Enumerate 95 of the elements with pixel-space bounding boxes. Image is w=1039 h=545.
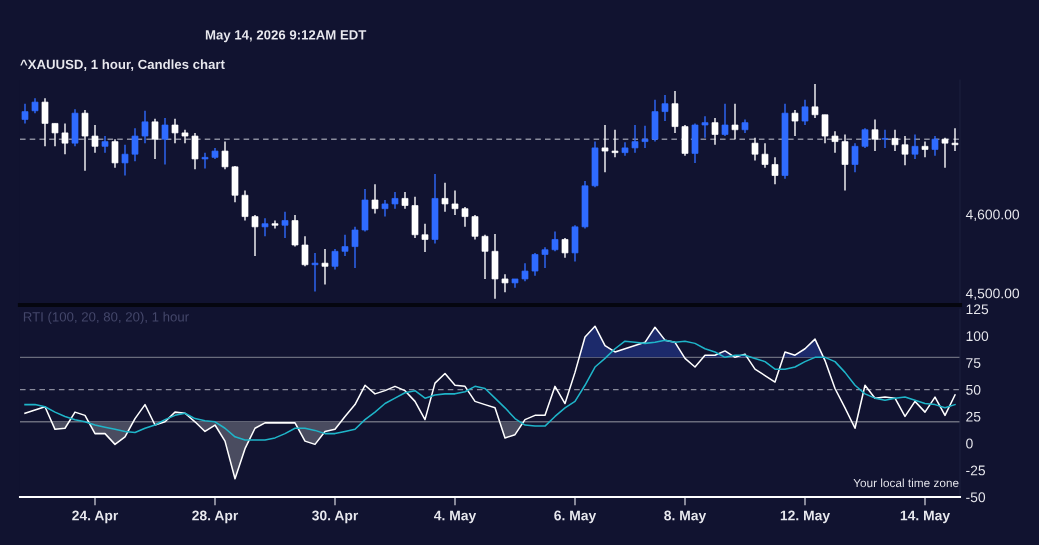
candlestick	[261, 217, 269, 238]
candlestick	[41, 97, 49, 148]
y-tick-label: 100	[966, 331, 989, 342]
candlestick	[241, 189, 249, 222]
candlestick	[311, 252, 319, 293]
candlestick	[371, 183, 379, 215]
candlestick	[841, 133, 849, 192]
y-tick-label: 4,600.00	[965, 209, 1020, 222]
x-tick-label: 6. May	[554, 510, 597, 524]
candlestick	[721, 102, 729, 137]
candlestick	[751, 136, 759, 162]
y-tick-label: 125	[966, 304, 989, 315]
candlestick	[711, 117, 719, 146]
candlestick	[171, 117, 179, 144]
line-series	[24, 325, 956, 480]
candlestick	[111, 138, 119, 169]
candlestick	[891, 129, 899, 152]
x-tick-label: 14. May	[900, 510, 951, 524]
candlestick	[861, 127, 869, 149]
candlestick	[561, 237, 569, 259]
candlestick	[21, 102, 29, 125]
y-tick-label: 75	[966, 358, 981, 368]
candlestick	[671, 90, 679, 134]
candlestick	[131, 127, 139, 163]
candlestick	[791, 109, 799, 137]
candlestick	[911, 133, 919, 160]
candlestick	[61, 122, 69, 155]
candlestick	[121, 144, 129, 177]
candlestick	[421, 222, 429, 253]
candlestick	[351, 226, 359, 269]
candlestick	[701, 115, 709, 139]
y-tick-label: 50	[966, 384, 981, 395]
candlestick	[341, 234, 349, 257]
candlestick	[821, 114, 829, 144]
y-tick-label: -25	[966, 465, 986, 476]
candlestick	[731, 102, 739, 140]
candlestick	[541, 246, 549, 269]
candlestick	[381, 199, 389, 218]
candlestick	[301, 235, 309, 268]
candlestick	[461, 206, 469, 228]
candlestick	[101, 135, 109, 154]
candlestick	[871, 118, 879, 152]
x-tick-label: 8. May	[664, 510, 707, 524]
candlestick	[471, 214, 479, 241]
candlestick	[811, 83, 819, 119]
chart-title: RTI (100, 20, 80, 20), 1 hour	[23, 311, 189, 325]
candlestick	[481, 234, 489, 280]
line-series	[24, 339, 956, 441]
candlestick	[641, 125, 649, 149]
x-tick-label: 24. Apr	[72, 510, 119, 524]
candlestick	[831, 130, 839, 154]
candlestick	[51, 122, 59, 148]
candlestick	[201, 151, 209, 170]
candlestick	[631, 124, 639, 154]
text: May 14, 2026 9:12AM EDT	[205, 30, 367, 43]
y-tick-label: 0	[966, 438, 973, 449]
candlestick	[801, 99, 809, 126]
candlestick	[531, 252, 539, 277]
candlestick	[251, 214, 259, 257]
candlestick	[221, 140, 229, 170]
candlestick	[661, 94, 669, 122]
candlestick	[331, 248, 339, 271]
y-tick-label: 4,500.00	[965, 288, 1020, 300]
candlestick	[501, 273, 509, 294]
candlestick	[921, 140, 929, 159]
x-tick-label: 28. Apr	[192, 510, 239, 524]
y-tick-label: -50	[966, 492, 986, 503]
annotation: Your local time zone	[853, 478, 959, 488]
candlestick	[161, 117, 169, 166]
candlestick	[141, 110, 149, 144]
candlestick	[451, 189, 459, 216]
candlestick	[81, 109, 89, 172]
x-tick-label: 12. May	[780, 510, 831, 524]
candlestick	[521, 262, 529, 283]
candlestick	[321, 248, 329, 286]
candlestick	[191, 132, 199, 170]
candlestick	[931, 135, 939, 157]
x-tick-label: 4. May	[433, 510, 477, 524]
candlestick	[281, 211, 289, 239]
candlestick	[551, 230, 559, 253]
candlestick	[851, 142, 859, 174]
candlestick	[761, 142, 769, 169]
candlestick	[441, 181, 449, 213]
candlestick	[951, 127, 959, 152]
candlestick	[881, 129, 889, 149]
candlestick	[901, 135, 909, 166]
chart-title: ^XAUUSD, 1 hour, Candles chart	[20, 59, 225, 71]
candlestick	[771, 156, 779, 185]
candlestick	[151, 117, 159, 160]
candlestick	[611, 129, 619, 159]
candlestick	[91, 124, 99, 154]
candlestick	[941, 136, 949, 169]
candlestick	[601, 124, 609, 174]
y-tick-label: 25	[966, 411, 981, 422]
x-tick-label: 30. Apr	[312, 510, 359, 524]
